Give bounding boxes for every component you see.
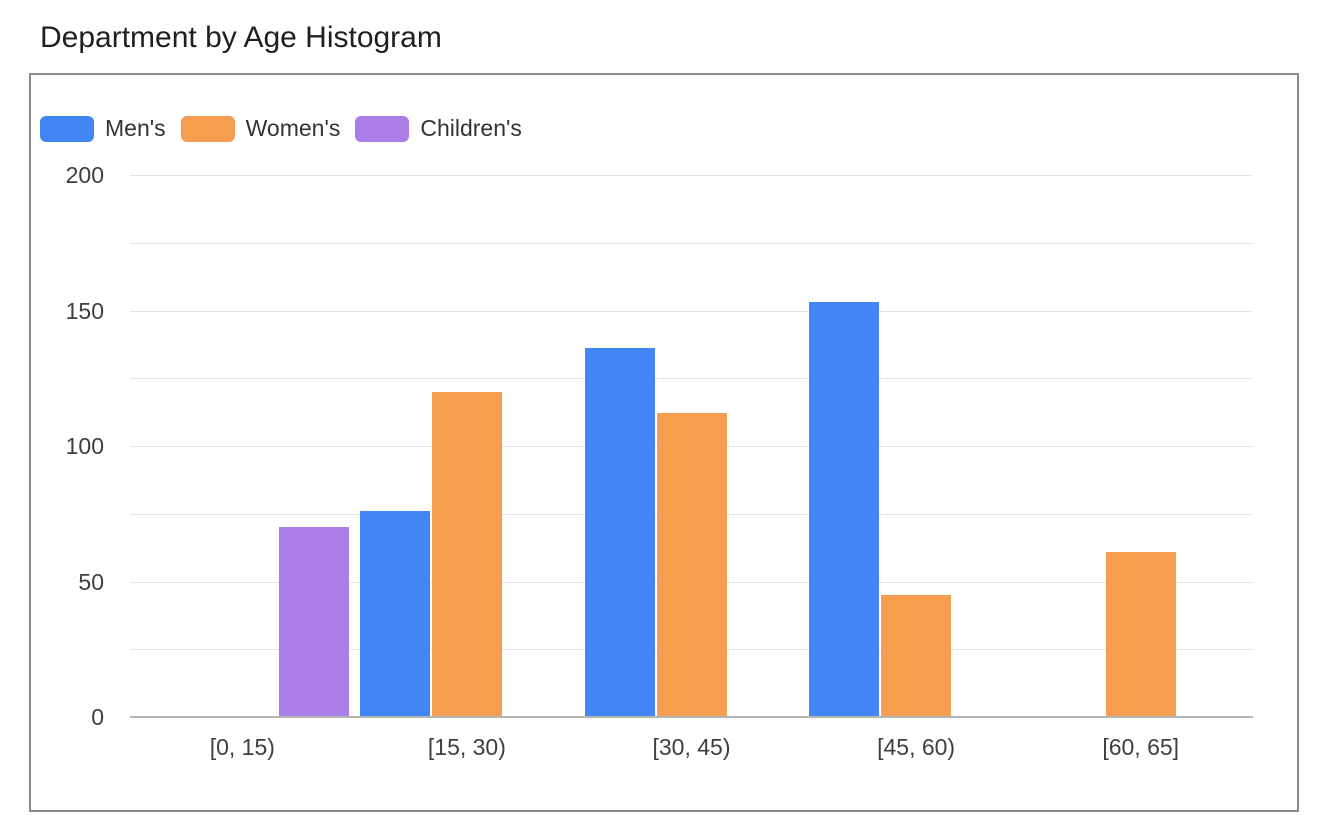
legend-swatch-icon	[40, 115, 94, 142]
bar-womens-4[interactable]	[1105, 551, 1176, 717]
legend-label: Children's	[420, 115, 522, 141]
legend-label: Women's	[245, 115, 341, 141]
legend-item-0[interactable]: Men's	[40, 115, 166, 142]
legend-swatch-icon	[355, 115, 410, 142]
x-axis-line	[130, 716, 1253, 718]
bar-womens-2[interactable]	[656, 413, 727, 717]
legend-item-2[interactable]: Children's	[355, 115, 522, 142]
y-axis-tick-label: 200	[65, 162, 104, 188]
y-axis-tick-label: 100	[65, 433, 104, 459]
gridline	[130, 378, 1253, 380]
y-axis-tick-label: 0	[91, 704, 104, 730]
chart-title: Department by Age Histogram	[40, 21, 442, 54]
plot-area: [0, 15) [15, 30) [30, 45) [45, 60) [60, 65]	[130, 175, 1253, 760]
x-axis-tick-label: [30, 45)	[652, 734, 731, 760]
x-axis-tick-label: [60, 65]	[1102, 734, 1180, 760]
bar-womens-1[interactable]	[431, 391, 502, 717]
legend-item-1[interactable]: Women's	[180, 115, 341, 142]
legend: Men's Women's Children's	[40, 115, 537, 142]
bar-mens-1[interactable]	[359, 511, 430, 717]
x-axis-tick-label: [0, 15)	[209, 734, 275, 760]
y-axis-tick-label: 150	[65, 297, 104, 324]
gridline	[130, 242, 1253, 244]
x-axis-tick-label: [45, 60)	[877, 734, 956, 760]
bar-childrens-0[interactable]	[279, 527, 350, 717]
legend-label: Men's	[105, 115, 166, 141]
gridline	[130, 310, 1253, 312]
x-axis-tick-label: [15, 30)	[427, 734, 506, 760]
bar-mens-3[interactable]	[809, 302, 880, 717]
bar-mens-2[interactable]	[584, 348, 655, 717]
y-axis-tick-label: 50	[78, 568, 104, 595]
chart-frame: Men's Women's Children's [0, 15) [15, 30) [3…	[29, 73, 1299, 812]
bar-womens-3[interactable]	[881, 595, 952, 717]
gridline	[130, 175, 1253, 176]
legend-swatch-icon	[180, 115, 235, 142]
